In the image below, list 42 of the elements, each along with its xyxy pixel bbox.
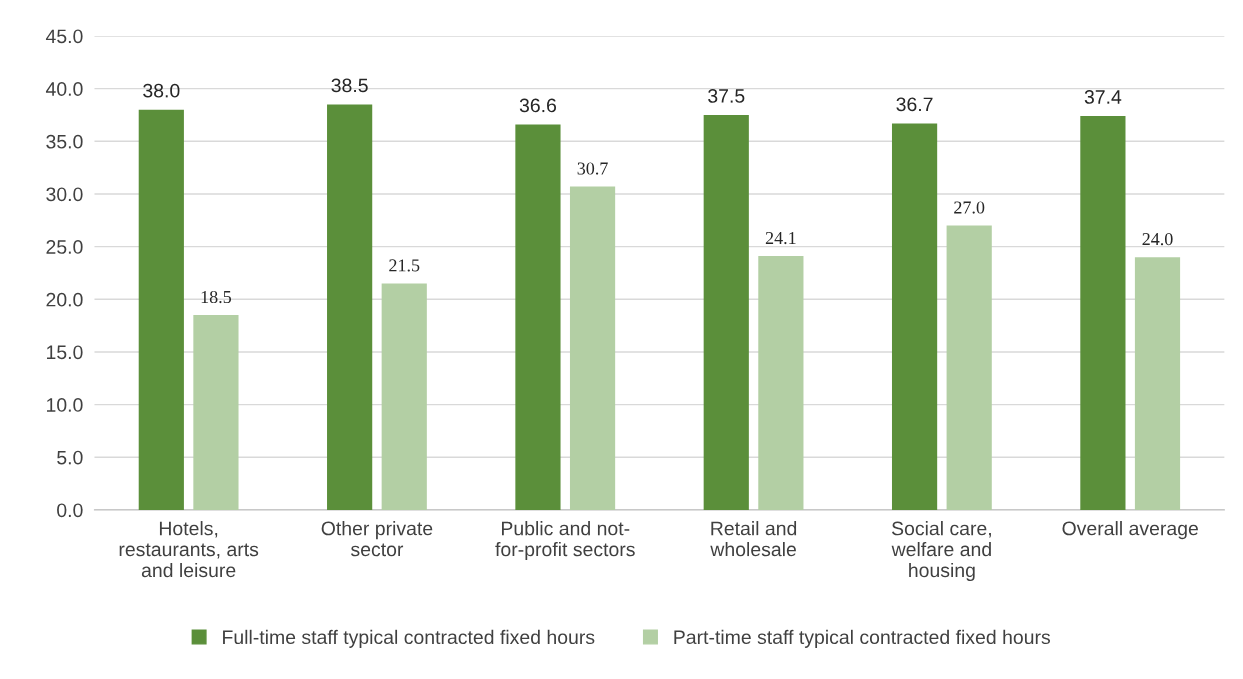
y-tick-label: 15.0: [47, 345, 83, 360]
y-tick-label: 0.0: [57, 503, 83, 518]
data-label: 27.0: [954, 201, 985, 214]
y-tick-label: 30.0: [46, 187, 83, 202]
y-tick-label: 5.0: [57, 450, 83, 465]
bar: [1134, 257, 1181, 510]
data-label: 37.5: [708, 89, 745, 103]
data-label: 37.4: [1084, 90, 1122, 104]
bar: [381, 283, 427, 510]
data-label: 30.7: [577, 162, 608, 175]
data-label: 24.0: [1142, 232, 1173, 246]
x-tick-label: Social care, welfare and housing: [891, 521, 991, 582]
bar: [946, 225, 992, 510]
data-label: 24.1: [765, 231, 796, 245]
legend-label: Full-time staff typical contracted fixed hours: [223, 629, 595, 648]
data-label: 21.5: [389, 259, 420, 272]
legend-label: Part-time staff typical contracted fixed hours: [674, 629, 1051, 648]
data-label: 36.7: [896, 97, 933, 112]
x-tick-label: Other private sector: [321, 521, 433, 557]
x-tick-label: Hotels, restaurants, arts and leisure: [119, 521, 259, 578]
bar: [515, 124, 561, 510]
bar: [569, 186, 616, 510]
bar: [703, 114, 749, 510]
y-tick-label: 35.0: [46, 134, 83, 149]
x-tick-label: Overall average: [1062, 521, 1198, 540]
data-label: 38.5: [331, 78, 368, 93]
y-tick-label: 40.0: [45, 82, 83, 96]
y-tick-label: 45.0: [45, 29, 83, 44]
x-tick-label: Public and not- for-profit sectors: [495, 521, 635, 561]
bar: [138, 109, 184, 510]
bar: [891, 123, 938, 510]
y-tick-label: 25.0: [46, 240, 83, 254]
data-label: 36.6: [519, 98, 557, 113]
bar: [1080, 116, 1126, 510]
y-tick-label: 20.0: [46, 292, 83, 307]
x-tick-label: Retail and wholesale: [710, 521, 797, 557]
bar: [327, 104, 373, 510]
y-tick-label: 10.0: [47, 398, 83, 412]
bar: [193, 315, 239, 510]
bar: [758, 256, 804, 510]
data-label: 38.0: [143, 83, 180, 98]
data-label: 18.5: [201, 290, 232, 304]
